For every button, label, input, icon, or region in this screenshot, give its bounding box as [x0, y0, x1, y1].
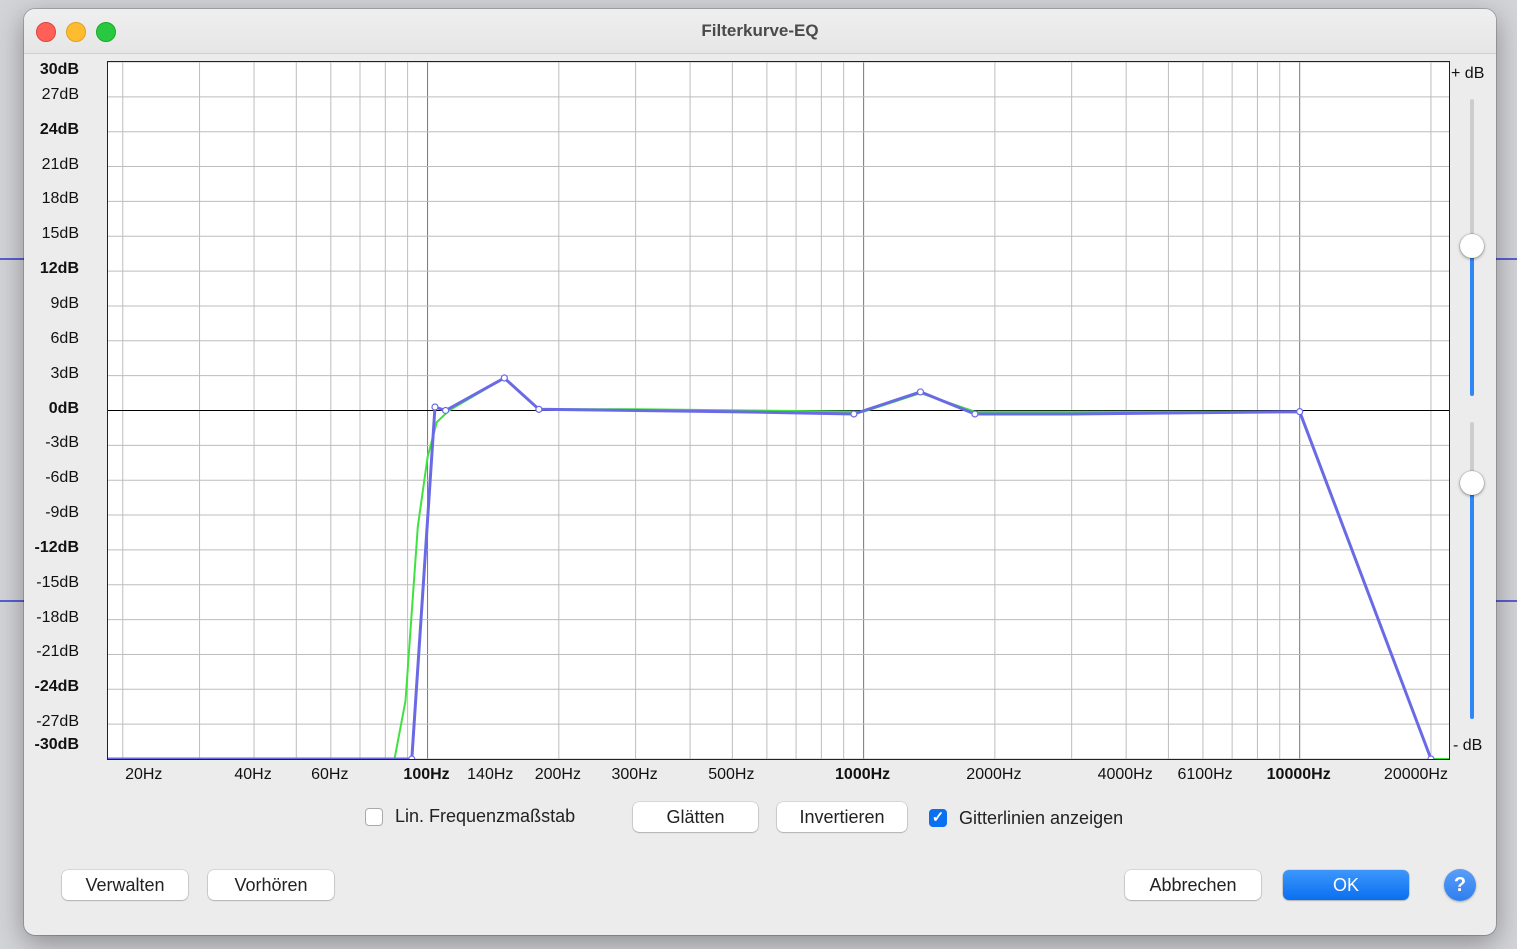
y-tick-label: -3dB [45, 434, 79, 452]
x-tick-label: 6100Hz [1177, 766, 1233, 783]
y-tick-label: -9dB [45, 504, 79, 522]
gridlines-checkbox[interactable]: ✓ [929, 809, 947, 827]
x-tick-label: 140Hz [467, 766, 514, 783]
x-tick-label: 60Hz [311, 766, 349, 783]
x-tick-label: 200Hz [534, 766, 581, 783]
min-gain-track-upper[interactable] [1470, 422, 1474, 483]
max-gain-track-lower[interactable] [1470, 246, 1474, 396]
title-bar: Filterkurve-EQ [24, 9, 1496, 54]
eq-curve-plot[interactable] [107, 61, 1450, 760]
x-tick-label: 4000Hz [1097, 766, 1153, 783]
y-tick-label: -30dB [34, 736, 79, 753]
y-tick-label: 9dB [50, 294, 79, 312]
x-tick-label: 1000Hz [835, 766, 891, 783]
x-tick-label: 500Hz [708, 766, 755, 783]
y-tick-label: 24dB [39, 120, 79, 138]
min-gain-knob[interactable] [1460, 471, 1484, 495]
invert-button[interactable]: Invertieren [777, 802, 907, 832]
curve-control-point[interactable] [408, 755, 416, 759]
x-tick-label: 2000Hz [966, 766, 1022, 783]
y-tick-label: 15dB [41, 225, 79, 243]
eq-window: Filterkurve-EQ 30dB 27dB 24dB 21dB 18dB 15dB 1… [24, 9, 1496, 935]
x-tick-label: 10000Hz [1266, 766, 1331, 783]
minimize-button[interactable] [66, 22, 86, 42]
x-tick-label: 40Hz [234, 766, 272, 783]
linear-scale-checkbox[interactable] [365, 808, 383, 826]
curve-control-point[interactable] [971, 410, 979, 418]
smooth-button[interactable]: Glätten [633, 802, 758, 832]
curve-control-point[interactable] [916, 388, 925, 396]
curve-control-point[interactable] [442, 406, 450, 415]
y-tick-label: -6dB [45, 469, 79, 487]
x-tick-label: 20Hz [125, 766, 163, 783]
zoom-button[interactable] [96, 22, 116, 42]
manage-button[interactable]: Verwalten [62, 870, 188, 900]
help-icon[interactable]: ? [1444, 869, 1476, 901]
curve-control-point[interactable] [500, 374, 508, 382]
curve-control-point[interactable] [850, 410, 858, 418]
x-tick-label: 100Hz [403, 766, 450, 783]
eq-curve-svg[interactable] [108, 62, 1449, 759]
y-tick-label: -24dB [34, 678, 79, 696]
min-gain-track-lower[interactable] [1470, 483, 1474, 719]
y-tick-label: -18dB [36, 608, 79, 626]
curve-control-point[interactable] [1427, 755, 1435, 759]
y-tick-label: 27dB [41, 85, 79, 103]
y-tick-label: 3dB [50, 364, 79, 382]
window-title: Filterkurve-EQ [701, 21, 819, 40]
curve-series-1 [108, 377, 1449, 759]
max-gain-track-upper[interactable] [1470, 99, 1474, 246]
x-tick-label: 20000Hz [1383, 766, 1448, 783]
curve-control-point[interactable] [1296, 408, 1304, 416]
y-tick-label: 30dB [39, 61, 79, 78]
ok-button[interactable]: OK [1283, 870, 1409, 900]
linear-scale-label[interactable]: Lin. Frequenzmaßstab [395, 806, 576, 826]
y-tick-label: 0dB [48, 399, 79, 417]
y-tick-label: 18dB [41, 190, 79, 208]
cancel-button[interactable]: Abbrechen [1125, 870, 1261, 900]
y-tick-label: 12dB [39, 260, 79, 278]
y-tick-label: -12dB [34, 538, 79, 556]
y-tick-label: 6dB [50, 329, 79, 347]
gain-max-label: + dB [1451, 65, 1485, 82]
curve-control-point[interactable] [431, 403, 439, 411]
y-tick-label: -15dB [36, 573, 79, 591]
curve-control-point[interactable] [535, 405, 543, 413]
y-tick-label: -21dB [36, 643, 79, 661]
gain-min-label: - dB [1453, 737, 1483, 754]
gridlines-label[interactable]: Gitterlinien anzeigen [959, 808, 1124, 828]
preview-button[interactable]: Vorhören [208, 870, 334, 900]
y-tick-label: -27dB [36, 713, 79, 731]
max-gain-knob[interactable] [1460, 234, 1484, 258]
x-tick-label: 300Hz [611, 766, 658, 783]
y-tick-label: 21dB [41, 155, 79, 173]
close-button[interactable] [36, 22, 56, 42]
